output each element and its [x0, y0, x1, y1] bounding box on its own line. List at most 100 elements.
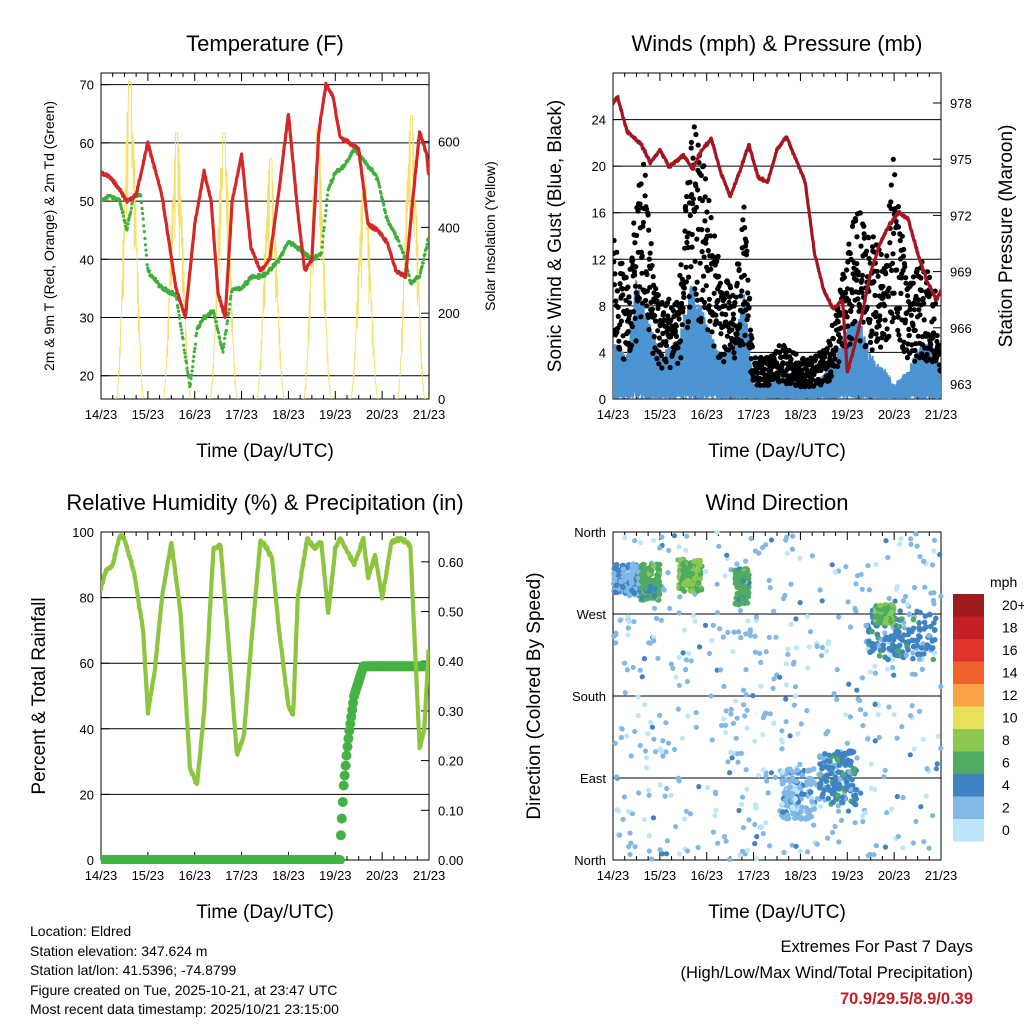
direction-point: [873, 561, 879, 568]
direction-point: [884, 666, 891, 672]
dewpoint-point: [395, 235, 399, 239]
dewpoint-point: [328, 183, 332, 187]
gust-point: [838, 325, 844, 331]
wind-direction-panel: 14/23 15/23 16/23 17/23 18/23 19/23 20/23 21/23…: [524, 490, 957, 923]
x-tick-label: 15/23: [644, 868, 677, 883]
dewpoint-point: [181, 337, 185, 341]
x-tick-label: 18/23: [272, 868, 305, 883]
gust-point: [693, 183, 699, 189]
y-tick-label: 0: [87, 853, 94, 868]
y2-tick-label: 0.00: [438, 853, 463, 868]
gust-point: [903, 280, 909, 286]
direction-point: [747, 633, 754, 639]
direction-point: [882, 767, 888, 773]
dewpoint-point: [324, 203, 329, 207]
direction-point: [646, 833, 652, 839]
direction-point: [763, 820, 769, 826]
gust-point: [910, 274, 917, 280]
gust-point: [646, 256, 652, 262]
gust-point: [877, 313, 883, 319]
direction-point: [679, 735, 686, 741]
gust-point: [685, 244, 691, 251]
dewpoint-point: [192, 350, 196, 354]
gust-point: [749, 344, 756, 350]
dewpoint-point: [121, 210, 125, 214]
gust-point: [849, 303, 855, 309]
direction-point: [709, 737, 715, 743]
direction-point: [771, 676, 777, 682]
direction-point: [645, 731, 651, 737]
direction-point: [858, 790, 864, 796]
direction-point: [686, 650, 692, 657]
gust-point: [891, 230, 897, 236]
winds-plot-area: [613, 94, 941, 399]
direction-point: [650, 537, 657, 544]
gust-point: [636, 295, 643, 302]
y2-axis-label: Solar Insolation (Yellow): [482, 161, 498, 311]
gust-point: [679, 276, 686, 282]
dewpoint-point: [145, 263, 149, 267]
gust-point: [853, 277, 860, 283]
direction-point: [680, 561, 686, 567]
precip-point: [339, 770, 350, 781]
gust-point: [703, 240, 709, 246]
dewpoint-point: [419, 269, 423, 273]
x-tick-label: 19/23: [319, 868, 352, 883]
direction-point: [865, 853, 872, 859]
gust-point: [766, 382, 772, 388]
humidity-precip-panel: 14/23 15/23 16/23 17/23 18/23 19/23 20/23 21/23…: [29, 490, 464, 923]
direction-point: [928, 590, 934, 596]
direction-point: [611, 576, 617, 582]
direction-point: [843, 564, 849, 570]
gust-point: [659, 365, 665, 371]
dewpoint-point: [399, 244, 403, 248]
direction-point: [923, 793, 929, 799]
gust-point: [844, 267, 850, 273]
direction-point: [689, 588, 695, 594]
direction-point: [834, 667, 840, 673]
gust-point: [643, 297, 649, 304]
y-tick-label: 24: [592, 113, 606, 128]
gust-point: [689, 192, 695, 198]
gust-point: [746, 305, 752, 311]
gust-point: [777, 350, 783, 356]
dewpoint-point: [421, 261, 425, 265]
gust-point: [846, 241, 852, 247]
direction-point: [744, 725, 750, 731]
gust-point: [681, 285, 688, 291]
gust-point: [769, 364, 776, 370]
direction-point: [721, 833, 727, 840]
direction-point: [875, 712, 881, 718]
dewpoint-point: [225, 322, 229, 326]
y2-tick-label: 966: [950, 321, 972, 336]
direction-point: [652, 749, 659, 755]
direction-point: [735, 759, 741, 765]
direction-point: [773, 634, 779, 640]
y2-tick-label: 0.20: [438, 754, 463, 769]
direction-point: [683, 808, 690, 814]
direction-point: [746, 817, 752, 823]
gust-point: [826, 377, 832, 384]
gust-point: [717, 280, 724, 286]
gust-point: [655, 328, 661, 334]
dewpoint-point: [223, 336, 227, 340]
gust-series: [613, 124, 941, 390]
gust-point: [889, 319, 895, 325]
gust-point: [897, 337, 903, 343]
direction-point: [900, 598, 907, 604]
gust-point: [685, 319, 691, 325]
dewpoint-point: [393, 231, 397, 235]
direction-point: [648, 719, 654, 725]
direction-point: [871, 852, 877, 858]
direction-point: [613, 640, 619, 646]
direction-point: [779, 728, 785, 734]
direction-point: [857, 697, 863, 704]
dewpoint-point: [193, 346, 197, 351]
direction-point: [688, 658, 694, 664]
direction-point: [680, 650, 686, 656]
direction-point: [930, 597, 937, 604]
direction-point: [910, 840, 917, 846]
gust-point: [731, 350, 737, 356]
dewpoint-point: [325, 198, 329, 202]
dewpoint-point: [187, 375, 191, 379]
